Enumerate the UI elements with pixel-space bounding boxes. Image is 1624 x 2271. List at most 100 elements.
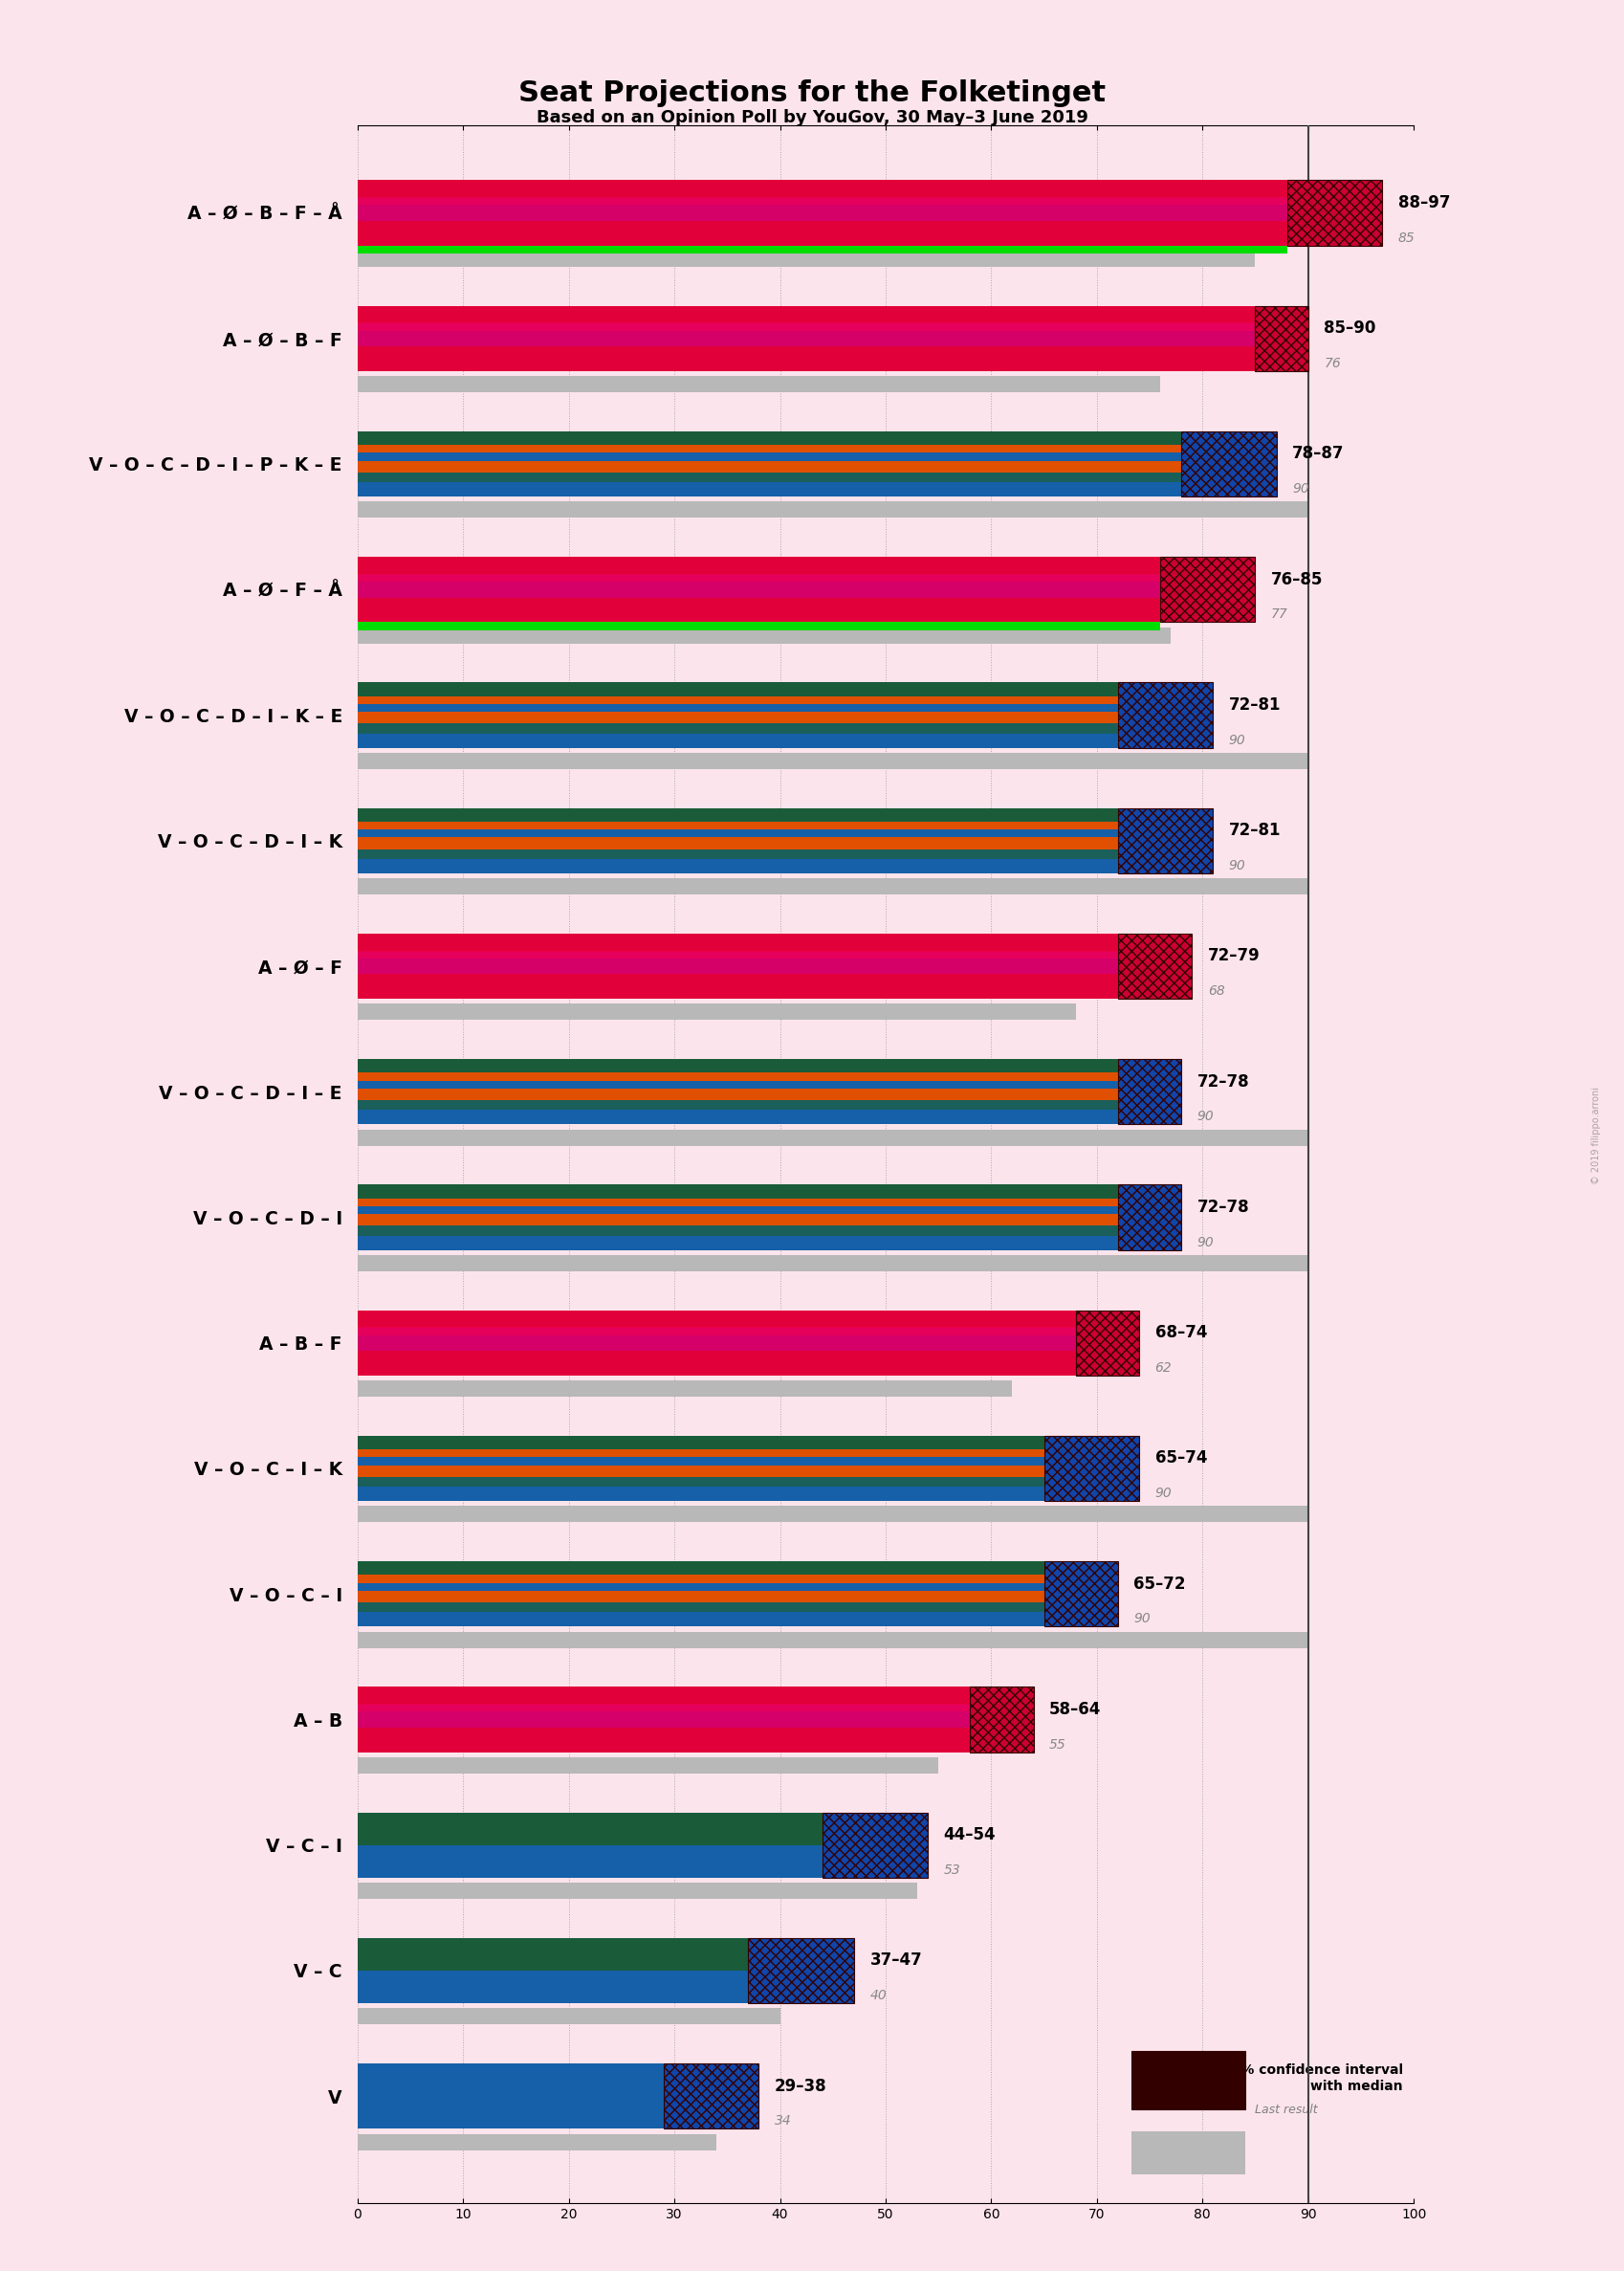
Bar bbox=[357, 1758, 939, 1774]
Bar bbox=[822, 1812, 927, 1878]
Bar bbox=[357, 452, 1181, 461]
Bar bbox=[357, 1099, 1117, 1111]
Bar bbox=[1117, 933, 1190, 999]
Bar bbox=[357, 711, 1117, 724]
Bar bbox=[357, 556, 1160, 622]
Text: 90: 90 bbox=[1228, 858, 1246, 872]
Bar bbox=[1117, 1185, 1181, 1249]
Bar bbox=[357, 1310, 1075, 1376]
Bar bbox=[357, 1435, 1044, 1449]
Bar bbox=[357, 431, 1181, 445]
Bar bbox=[357, 1506, 1307, 1522]
Bar bbox=[357, 1215, 1117, 1226]
Bar bbox=[664, 2064, 758, 2128]
Bar bbox=[357, 1844, 822, 1878]
Text: 76–85: 76–85 bbox=[1270, 570, 1322, 588]
Bar bbox=[357, 1329, 1075, 1351]
Text: 72–81: 72–81 bbox=[1228, 822, 1280, 840]
Text: 90: 90 bbox=[1134, 1612, 1150, 1626]
Text: 72–78: 72–78 bbox=[1197, 1072, 1249, 1090]
Text: 76: 76 bbox=[1324, 357, 1340, 370]
Bar bbox=[357, 681, 1117, 697]
Bar bbox=[357, 1058, 1117, 1072]
Bar bbox=[357, 1883, 916, 1899]
Text: 72–79: 72–79 bbox=[1207, 947, 1259, 965]
Bar bbox=[357, 2008, 780, 2023]
Text: 40: 40 bbox=[869, 1989, 887, 2003]
Text: 65–72: 65–72 bbox=[1134, 1576, 1186, 1592]
Text: 88–97: 88–97 bbox=[1397, 193, 1449, 211]
Bar bbox=[357, 1612, 1044, 1626]
Bar bbox=[1286, 179, 1380, 245]
Bar bbox=[357, 472, 1181, 481]
Bar bbox=[357, 1326, 1075, 1335]
Bar bbox=[357, 849, 1117, 858]
Text: 90: 90 bbox=[1155, 1488, 1171, 1501]
Bar bbox=[357, 1226, 1117, 1235]
Bar bbox=[357, 1687, 970, 1753]
Bar bbox=[357, 1185, 1117, 1199]
Bar bbox=[357, 1381, 1012, 1397]
Bar bbox=[357, 1199, 1117, 1206]
Text: 65–74: 65–74 bbox=[1155, 1449, 1207, 1467]
Text: 90: 90 bbox=[1197, 1111, 1213, 1124]
Bar bbox=[357, 1235, 1117, 1249]
Bar bbox=[357, 322, 1255, 332]
Bar bbox=[1160, 556, 1255, 622]
Bar bbox=[357, 2135, 716, 2151]
Bar bbox=[357, 502, 1307, 518]
Bar bbox=[357, 697, 1117, 704]
Bar bbox=[749, 1937, 854, 2003]
Text: 62: 62 bbox=[1155, 1360, 1171, 1374]
Bar bbox=[357, 1583, 1044, 1590]
Bar bbox=[357, 952, 1117, 958]
Bar bbox=[357, 1072, 1117, 1081]
Bar bbox=[357, 575, 1160, 597]
Bar bbox=[357, 1706, 970, 1728]
Bar bbox=[357, 461, 1181, 472]
Bar bbox=[357, 1111, 1117, 1124]
Bar bbox=[357, 858, 1117, 874]
Bar bbox=[357, 752, 1307, 770]
Bar bbox=[357, 622, 1160, 631]
Bar bbox=[357, 2064, 664, 2128]
Text: 95% confidence interval
with median: 95% confidence interval with median bbox=[1221, 2064, 1403, 2092]
Bar bbox=[357, 1088, 1117, 1099]
Bar bbox=[357, 1937, 749, 1971]
Text: 68–74: 68–74 bbox=[1155, 1324, 1207, 1342]
Text: 72–78: 72–78 bbox=[1197, 1199, 1249, 1215]
Bar bbox=[357, 1812, 822, 1844]
Bar bbox=[357, 1206, 1117, 1215]
Bar bbox=[357, 1081, 1117, 1088]
Bar bbox=[357, 1449, 1044, 1458]
Text: 90: 90 bbox=[1197, 1235, 1213, 1249]
Bar bbox=[1117, 808, 1212, 874]
Bar bbox=[357, 1603, 1044, 1612]
Bar bbox=[357, 1256, 1307, 1272]
Text: 78–87: 78–87 bbox=[1291, 445, 1343, 463]
Text: 44–54: 44–54 bbox=[944, 1826, 996, 1844]
Bar bbox=[357, 1458, 1044, 1465]
Bar bbox=[357, 1971, 749, 2003]
Bar bbox=[357, 838, 1117, 849]
Text: Seat Projections for the Folketinget: Seat Projections for the Folketinget bbox=[518, 79, 1106, 107]
Bar bbox=[357, 250, 1255, 266]
Bar bbox=[1044, 1435, 1138, 1501]
Bar bbox=[1075, 1310, 1138, 1376]
Text: 90: 90 bbox=[1228, 734, 1246, 747]
Text: 77: 77 bbox=[1270, 609, 1288, 622]
Text: 29–38: 29–38 bbox=[775, 2078, 827, 2094]
Bar bbox=[357, 933, 1117, 999]
Bar bbox=[357, 481, 1181, 497]
Bar bbox=[357, 445, 1181, 452]
Bar bbox=[357, 627, 1171, 643]
Bar bbox=[357, 704, 1117, 711]
Bar bbox=[357, 1590, 1044, 1603]
Text: 72–81: 72–81 bbox=[1228, 697, 1280, 713]
Bar bbox=[357, 575, 1160, 581]
Text: 85: 85 bbox=[1397, 232, 1415, 245]
Bar bbox=[357, 1560, 1044, 1576]
Bar bbox=[357, 325, 1255, 347]
Bar bbox=[1117, 1058, 1181, 1124]
Bar bbox=[357, 245, 1286, 254]
